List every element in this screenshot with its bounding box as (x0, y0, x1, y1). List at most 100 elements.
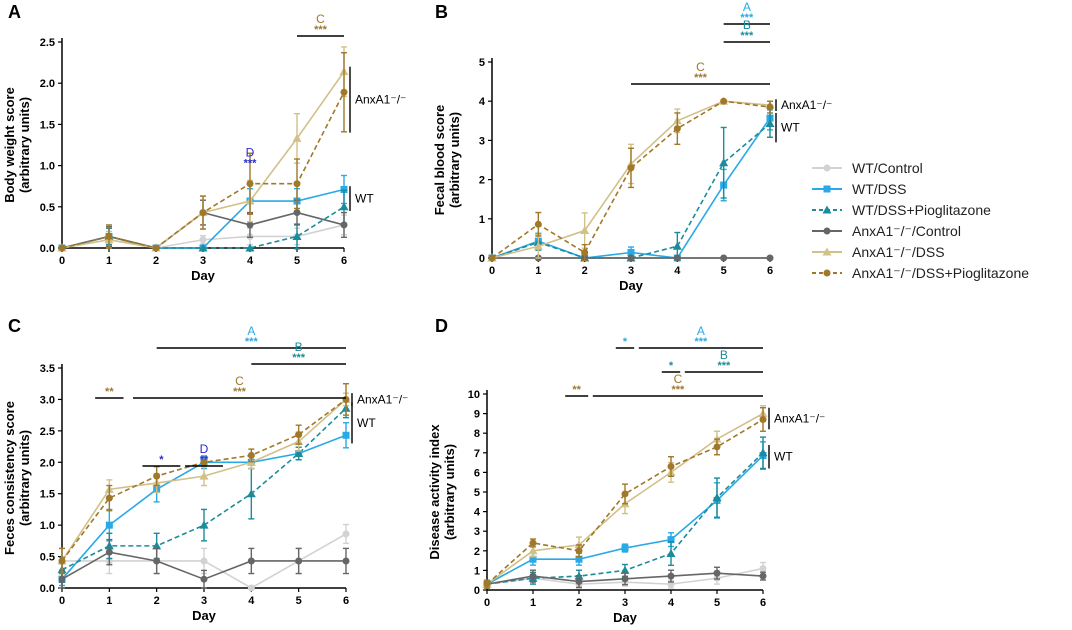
y-tick-label: 0 (474, 585, 480, 597)
panel-c: C 0.0 0.5 1.0 1.5 2.0 2.5 3.0 3.5 0 1 2 3 4 5 6 Day Feces… (2, 316, 408, 623)
significance-annotations: ***A***B***C*** **D (95, 324, 346, 467)
panel-letter: D (435, 316, 448, 336)
legend-swatch-marker (823, 269, 831, 277)
legend-entry: WT/DSS+Pioglitazone (812, 202, 991, 218)
significance-annotations: * ***A* ***B** ***C (565, 324, 763, 397)
data-point (292, 231, 302, 240)
significance-stars: *** (694, 336, 708, 348)
legend-label: AnxA1⁻/⁻/DSS (852, 244, 945, 260)
data-point (483, 580, 491, 588)
significance-letter: A (697, 324, 705, 338)
data-point (533, 241, 543, 250)
data-point (759, 415, 767, 423)
y-tick-label: 10 (468, 389, 480, 401)
significance-stars: *** (717, 360, 731, 372)
y-tick-label: 2.5 (40, 37, 55, 49)
data-point (198, 243, 208, 252)
data-point (529, 555, 537, 563)
significance-letter: C (316, 12, 325, 26)
data-point (339, 202, 349, 211)
data-point (199, 209, 207, 217)
y-tick-label: 3.0 (40, 394, 55, 406)
significance-stars: *** (694, 72, 708, 84)
data-point (246, 180, 254, 188)
data-point (105, 232, 113, 240)
genotype-bracket-label: AnxA1⁻/⁻ (774, 412, 825, 426)
y-axis-title: Fecal blood score(arbitrary units) (432, 105, 462, 216)
x-tick-label: 2 (154, 595, 160, 607)
series-5 (483, 407, 767, 589)
significance-letter: D (246, 146, 255, 160)
genotype-bracket-label: AnxA1⁻/⁻ (781, 98, 832, 112)
y-tick-label: 7 (474, 448, 480, 460)
significance-stars: *** (314, 24, 328, 36)
data-point (199, 471, 209, 480)
genotype-bracket-label: WT (355, 192, 374, 206)
y-axis-title-line: Feces consistency score (2, 401, 17, 555)
legend-entry: AnxA1⁻/⁻/Control (812, 223, 961, 239)
genotype-bracket-label: AnxA1⁻/⁻ (357, 392, 408, 406)
x-tick-label: 0 (484, 597, 490, 609)
data-point (529, 572, 537, 580)
significance-letter: D (200, 442, 209, 456)
legend-swatch-marker (823, 185, 831, 193)
legend-swatch-marker (822, 205, 832, 214)
y-axis-title-line: Fecal blood score (432, 105, 447, 216)
data-point (152, 244, 160, 252)
y-tick-label: 6 (474, 467, 480, 479)
genotype-bracket-label: AnxA1⁻/⁻ (355, 93, 406, 107)
y-tick-label: 4 (479, 96, 486, 108)
data-point (627, 249, 635, 257)
x-tick-label: 4 (674, 265, 681, 277)
data-point (58, 557, 66, 565)
data-point (342, 395, 350, 403)
legend-entry: AnxA1⁻/⁻/DSS+Pioglitazone (812, 265, 1029, 281)
x-tick-label: 2 (582, 265, 588, 277)
y-tick-label: 1 (474, 565, 480, 577)
data-point (627, 254, 635, 262)
data-point (528, 546, 538, 555)
y-axis-title-line: (arbitrary units) (17, 97, 32, 193)
x-tick-label: 1 (535, 265, 541, 277)
y-axis-title-line: (arbitrary units) (442, 444, 457, 540)
data-point (340, 221, 348, 229)
data-point (200, 575, 208, 583)
x-tick-label: 6 (341, 255, 347, 267)
x-axis-title: Day (619, 278, 644, 293)
y-axis-title: Body weight score(arbitrary units) (2, 87, 32, 203)
data-point (200, 458, 208, 466)
significance-letter: C (674, 372, 683, 386)
data-point (293, 180, 301, 188)
panel-d: D 0 1 2 3 4 5 6 7 8 9 10 0 1 2 3 4 5 6 Day Disease activity … (427, 316, 825, 625)
x-tick-label: 1 (106, 255, 112, 267)
x-tick-label: 3 (622, 597, 628, 609)
y-tick-label: 2.0 (40, 457, 55, 469)
data-point (673, 125, 681, 133)
significance-stars: ** (105, 386, 114, 398)
data-point (200, 557, 208, 565)
y-tick-label: 1 (479, 214, 485, 226)
significance-stars: * (623, 336, 628, 348)
series-3 (488, 254, 774, 262)
panel-letter: B (435, 2, 448, 22)
y-tick-label: 1.5 (40, 489, 55, 501)
x-axis-title: Day (191, 268, 216, 283)
y-axis-title: Feces consistency score(arbitrary units) (2, 401, 32, 555)
y-axis-title-line: (arbitrary units) (17, 430, 32, 526)
legend-swatch-marker (822, 247, 832, 256)
data-point (529, 539, 537, 547)
data-point (342, 557, 350, 565)
data-point (712, 493, 722, 502)
y-tick-label: 4 (474, 507, 481, 519)
y-axis-title-line: Disease activity index (427, 424, 442, 560)
series-5 (58, 52, 348, 252)
y-tick-label: 2.0 (40, 78, 55, 90)
y-tick-label: 1.0 (40, 520, 55, 532)
legend-entry: WT/Control (812, 160, 923, 176)
x-tick-label: 2 (153, 255, 159, 267)
y-axis-title-line: Body weight score (2, 87, 17, 203)
significance-stars: ** (572, 384, 581, 396)
y-tick-label: 2.5 (40, 426, 55, 438)
series-5 (58, 383, 350, 575)
